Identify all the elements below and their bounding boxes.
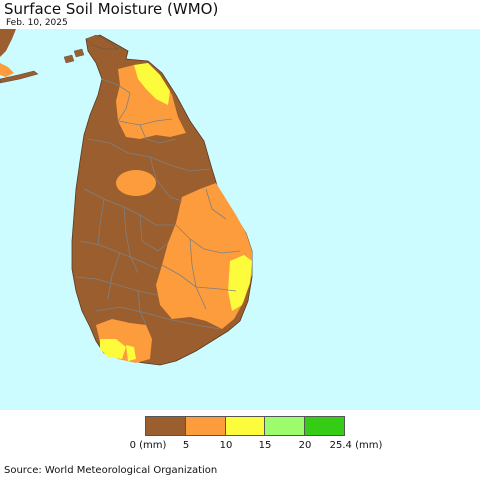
india-coast-top-left [0, 29, 16, 57]
legend-swatch-5-10 [184, 416, 226, 436]
legend-tick-10: 10 [219, 440, 233, 451]
legend-tick-15: 15 [258, 440, 272, 451]
legend-swatch-0-5 [145, 416, 186, 436]
zone-central-5-10 [116, 170, 156, 196]
zone-south-10-15 [100, 339, 126, 359]
zone-east-5-10 [156, 183, 252, 329]
map-date: Feb. 10, 2025 [6, 18, 68, 28]
zone-east-coast-10-15 [228, 255, 252, 311]
legend-tick-25: 25.4 (mm) [329, 440, 383, 451]
legend-tick-5: 5 [182, 440, 190, 451]
islet-1 [63, 54, 75, 64]
india-coast-left [0, 63, 14, 77]
sri-lanka-soil-moisture-map [0, 29, 253, 366]
zone-north-5-10 [116, 63, 186, 139]
map-title: Surface Soil Moisture (WMO) [4, 0, 219, 18]
jaffna-peninsula [85, 34, 119, 50]
map-area [0, 29, 480, 410]
source-credit: Source: World Meteorological Organizatio… [4, 465, 218, 476]
district-borders [75, 78, 241, 330]
legend-swatch-15-20 [264, 416, 306, 436]
islet-2 [73, 48, 85, 58]
legend-swatch-10-15 [224, 416, 266, 436]
legend-tick-20: 20 [298, 440, 312, 451]
zone-northeast-10-15 [134, 63, 170, 105]
legend-tick-0: 0 (mm) [129, 440, 167, 451]
legend-swatch-20-25 [304, 416, 345, 436]
legend-bar [145, 416, 345, 436]
